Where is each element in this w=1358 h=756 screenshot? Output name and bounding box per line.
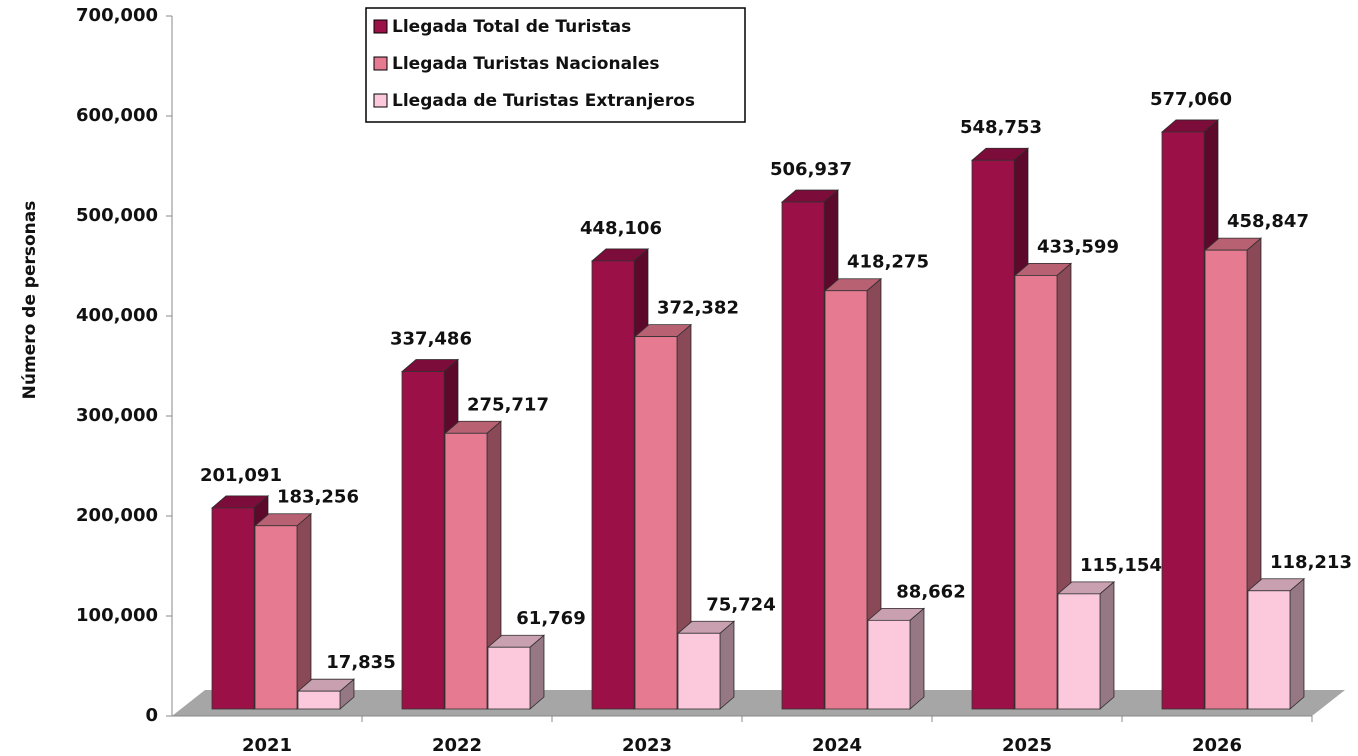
value-label: 337,486	[390, 329, 472, 350]
bar-top-shade	[678, 621, 734, 634]
bar	[401, 371, 445, 710]
value-label: 506,937	[770, 159, 852, 180]
legend-swatch	[373, 19, 388, 34]
bar	[1247, 590, 1291, 710]
bar	[1161, 131, 1205, 710]
legend-swatch	[373, 56, 388, 71]
y-tick-label: 200,000	[76, 505, 158, 526]
bar	[254, 525, 298, 710]
x-tick-label: 2022	[432, 735, 482, 756]
bar	[867, 619, 911, 710]
bar	[1014, 275, 1058, 710]
legend-label: Llegada Total de Turistas	[392, 17, 631, 37]
bar	[634, 336, 678, 710]
x-tick-label: 2026	[1192, 735, 1242, 756]
bar-top-shade	[298, 679, 354, 692]
value-label: 448,106	[580, 218, 662, 239]
bar-side-shade	[1100, 581, 1114, 709]
bar-side-shade	[340, 679, 354, 709]
bar	[211, 507, 255, 710]
bar-side-shade	[910, 608, 924, 709]
bar-top-shade	[1162, 119, 1218, 132]
bar	[1057, 593, 1101, 710]
value-label: 548,753	[960, 117, 1042, 138]
value-label: 372,382	[657, 298, 739, 319]
bar-top-shade	[212, 495, 268, 508]
bar	[1204, 249, 1248, 710]
bar-side-shade	[1290, 578, 1304, 709]
legend-label: Llegada de Turistas Extranjeros	[392, 91, 695, 111]
x-tick-label: 2024	[812, 735, 862, 756]
bar-top-shade	[868, 608, 924, 621]
bar-top-shade	[592, 248, 648, 261]
x-tick-label: 2025	[1002, 735, 1052, 756]
bar-side-shade	[487, 421, 501, 709]
legend-label: Llegada Turistas Nacionales	[392, 54, 660, 74]
bar	[971, 159, 1015, 710]
y-axis-title: Número de personas	[20, 201, 40, 400]
bar-side-shade	[867, 278, 881, 709]
bar-top-shade	[445, 421, 501, 434]
bar-top-shade	[1058, 581, 1114, 594]
y-tick-label: 0	[145, 705, 158, 726]
y-tick-label: 600,000	[76, 105, 158, 126]
value-label: 433,599	[1037, 236, 1119, 257]
x-tick-label: 2021	[242, 735, 292, 756]
bar-top-shade	[488, 635, 544, 648]
y-tick-label: 500,000	[76, 205, 158, 226]
value-label: 75,724	[706, 594, 775, 615]
bar-top-shade	[1015, 263, 1071, 276]
bar-top-shade	[825, 278, 881, 291]
bar-top-shade	[255, 513, 311, 526]
y-tick-label: 700,000	[76, 5, 158, 26]
bar-side-shade	[720, 621, 734, 709]
bar	[444, 432, 488, 710]
bar	[824, 290, 868, 710]
legend-swatch	[373, 93, 388, 108]
y-tick-label: 400,000	[76, 305, 158, 326]
value-label: 118,213	[1270, 552, 1352, 573]
legend	[365, 7, 746, 123]
value-label: 275,717	[467, 394, 549, 415]
bar-top-shade	[1205, 238, 1261, 251]
bar	[591, 260, 635, 710]
bar	[297, 690, 341, 710]
value-label: 183,256	[277, 487, 359, 508]
bar-top-shade	[972, 148, 1028, 161]
y-tick-label: 100,000	[76, 605, 158, 626]
bar-side-shade	[677, 324, 691, 709]
value-label: 418,275	[847, 252, 929, 273]
x-tick-label: 2023	[622, 735, 672, 756]
value-label: 61,769	[516, 608, 585, 629]
bar	[781, 201, 825, 710]
value-label: 115,154	[1080, 555, 1162, 576]
y-tick-label: 300,000	[76, 405, 158, 426]
value-label: 88,662	[896, 581, 965, 602]
value-label: 17,835	[326, 652, 395, 673]
bar-top-shade	[635, 324, 691, 337]
bar-side-shade	[530, 635, 544, 709]
bar	[487, 646, 531, 710]
value-label: 201,091	[200, 465, 282, 486]
bar-top-shade	[1248, 578, 1304, 591]
bar	[677, 632, 721, 710]
value-label: 577,060	[1150, 89, 1232, 110]
value-label: 458,847	[1227, 211, 1309, 232]
bar-top-shade	[402, 359, 458, 372]
bar-side-shade	[297, 513, 311, 709]
bar-top-shade	[782, 190, 838, 203]
